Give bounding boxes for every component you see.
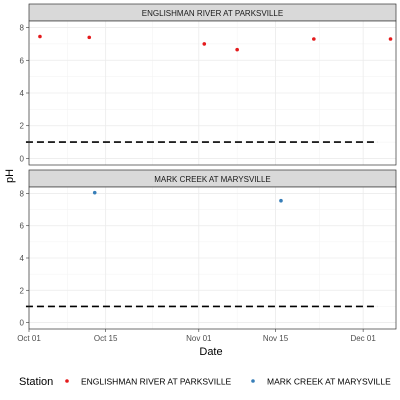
y-tick-label: 8 xyxy=(20,24,25,33)
facet-strip-label: MARK CREEK AT MARYSVILLE xyxy=(154,175,270,184)
data-point xyxy=(279,198,283,203)
data-point xyxy=(92,190,97,195)
legend-key xyxy=(251,379,255,383)
data-point xyxy=(312,37,316,41)
panel-border xyxy=(28,186,397,330)
x-axis-title: Date xyxy=(199,346,222,358)
data-point xyxy=(235,47,239,52)
x-tick-label: Dec 01 xyxy=(350,334,376,343)
facet-panel-1: ENGLISHMAN RIVER AT PARKSVILLE 0 2 4 6 8 xyxy=(20,3,397,166)
facet-strip-label: ENGLISHMAN RIVER AT PARKSVILLE xyxy=(142,9,283,18)
y-tick-label: 2 xyxy=(20,286,25,295)
data-point xyxy=(202,42,207,46)
y-tick-label: 2 xyxy=(20,122,25,131)
legend-title: Station xyxy=(19,376,53,388)
y-tick-label: 6 xyxy=(20,222,25,231)
facet-panel-2: MARK CREEK AT MARYSVILLE 0 2 4 6 8 xyxy=(20,169,397,330)
panel-border xyxy=(28,20,397,166)
y-tick-label: 0 xyxy=(20,154,25,163)
data-point xyxy=(38,34,42,39)
x-tick-label: Nov 01 xyxy=(186,334,212,343)
legend-entry-label: MARK CREEK AT MARYSVILLE xyxy=(267,377,391,387)
data-point xyxy=(87,35,92,40)
legend-key xyxy=(65,379,69,383)
y-tick-label: 8 xyxy=(20,189,25,198)
y-tick-label: 4 xyxy=(20,254,25,263)
legend-entry-label: ENGLISHMAN RIVER AT PARKSVILLE xyxy=(81,377,232,387)
y-tick-label: 6 xyxy=(20,56,25,65)
panels: ENGLISHMAN RIVER AT PARKSVILLE02468MARK … xyxy=(20,3,397,330)
y-tick-label: 0 xyxy=(20,319,25,328)
y-tick-label: 4 xyxy=(20,89,25,98)
x-tick-label: Oct 15 xyxy=(94,334,118,343)
x-axis: Oct 01 Oct 15 Nov 01 Nov 15 Dec 01 xyxy=(17,329,376,343)
data-point xyxy=(388,37,393,41)
x-tick-label: Oct 01 xyxy=(17,334,41,343)
legend: Station ENGLISHMAN RIVER AT PARKSVILLE MA… xyxy=(19,376,391,388)
x-tick-label: Nov 15 xyxy=(263,334,289,343)
y-axis-title: pH xyxy=(4,169,16,183)
